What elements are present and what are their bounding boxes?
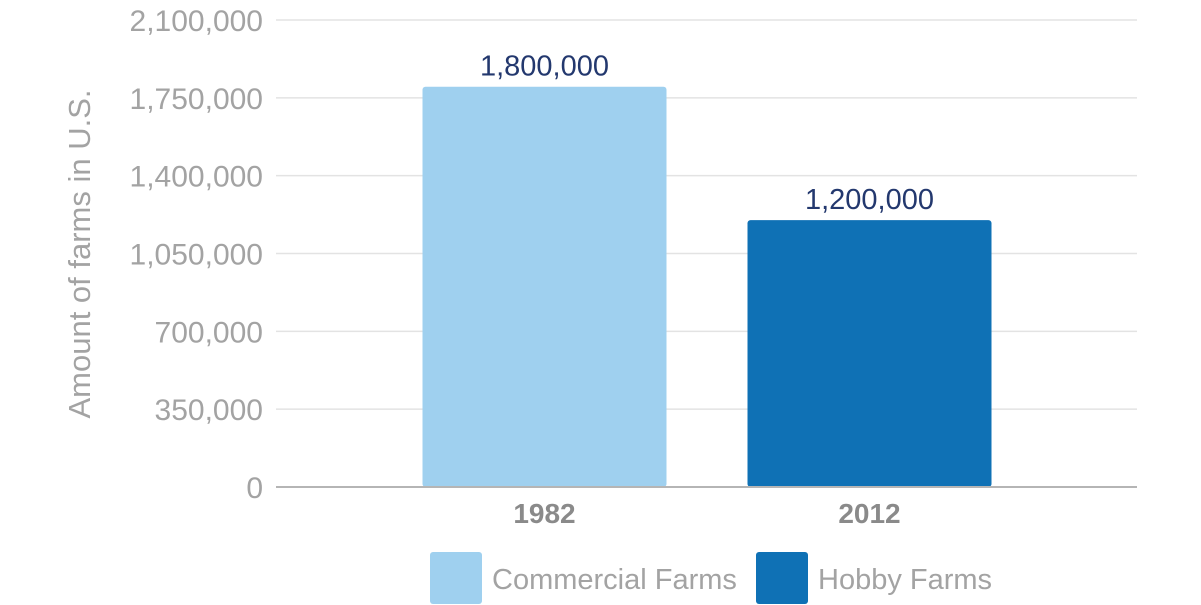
legend-label: Commercial Farms xyxy=(492,564,737,596)
x-axis-category-labels: 1982 2012 xyxy=(513,498,900,529)
y-tick-label: 1,400,000 xyxy=(130,161,263,194)
legend-label: Hobby Farms xyxy=(818,564,992,596)
data-labels: 1,800,000 1,200,000 xyxy=(480,51,934,216)
y-tick-label: 1,750,000 xyxy=(130,83,263,116)
y-tick-label: 700,000 xyxy=(155,316,263,349)
legend: Commercial Farms Hobby Farms xyxy=(430,552,992,604)
y-axis-title: Amount of farms in U.S. xyxy=(62,89,97,418)
bar-1982 xyxy=(422,86,667,487)
y-axis-tick-labels: 0 350,000 700,000 1,050,000 1,400,000 1,750,0… xyxy=(130,5,263,505)
y-tick-label: 2,100,000 xyxy=(130,5,263,38)
data-label-1982: 1,800,000 xyxy=(480,51,609,83)
data-label-2012: 1,200,000 xyxy=(805,184,934,216)
legend-swatch xyxy=(430,552,482,604)
y-tick-label: 1,050,000 xyxy=(130,239,263,272)
x-tick-label-1982: 1982 xyxy=(513,498,575,529)
y-tick-label: 0 xyxy=(246,472,263,505)
x-tick-label-2012: 2012 xyxy=(838,498,900,529)
bars xyxy=(422,86,992,487)
bar-2012 xyxy=(747,220,992,487)
y-tick-label: 350,000 xyxy=(155,394,263,427)
legend-swatch xyxy=(756,552,808,604)
gridlines xyxy=(276,19,1137,410)
